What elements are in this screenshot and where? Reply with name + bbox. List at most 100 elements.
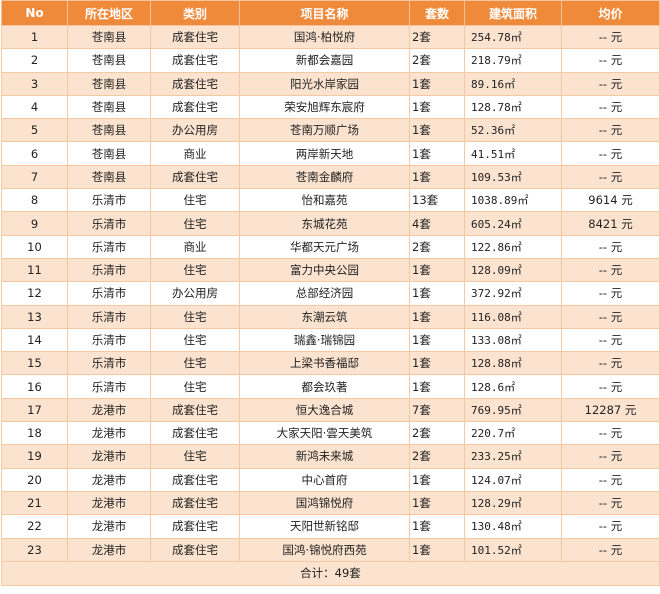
cell-region: 乐清市 xyxy=(67,351,151,376)
cell-area: 128.78㎡ xyxy=(464,94,562,120)
header-type: 类别 xyxy=(150,0,240,26)
table-row: 2 苍南县 成套住宅 新都会嘉园 2套 218.79㎡ -- 元 xyxy=(1,48,660,73)
cell-no: 7 xyxy=(1,164,68,190)
cell-area: 605.24㎡ xyxy=(464,211,562,236)
table-row: 17 龙港市 成套住宅 恒大逸合城 7套 769.95㎡ 12287 元 xyxy=(1,397,660,423)
cell-project: 富力中央公园 xyxy=(239,257,410,283)
cell-price: 9614 元 xyxy=(561,188,660,213)
table-row: 20 龙港市 成套住宅 中心首府 1套 124.07㎡ -- 元 xyxy=(1,467,660,492)
cell-units: 2套 xyxy=(409,421,465,446)
cell-no: 22 xyxy=(1,514,68,539)
cell-units: 1套 xyxy=(409,351,465,376)
cell-region: 苍南县 xyxy=(67,164,151,190)
header-price: 均价 xyxy=(561,0,660,26)
cell-no: 11 xyxy=(1,257,68,283)
cell-no: 3 xyxy=(1,71,68,96)
cell-price: -- 元 xyxy=(561,444,660,469)
cell-no: 18 xyxy=(1,421,68,446)
cell-region: 乐清市 xyxy=(67,304,151,329)
table-row: 13 乐清市 住宅 东潮云筑 1套 116.08㎡ -- 元 xyxy=(1,304,660,329)
cell-region: 苍南县 xyxy=(67,71,151,96)
cell-no: 16 xyxy=(1,374,68,399)
cell-type: 住宅 xyxy=(150,211,240,236)
cell-no: 15 xyxy=(1,351,68,376)
cell-type: 商业 xyxy=(150,234,240,259)
cell-project: 东潮云筑 xyxy=(239,304,410,329)
cell-area: 52.36㎡ xyxy=(464,118,562,143)
cell-price: -- 元 xyxy=(561,537,660,562)
cell-project: 阳光水岸家园 xyxy=(239,71,410,96)
cell-price: -- 元 xyxy=(561,164,660,190)
cell-units: 1套 xyxy=(409,118,465,143)
table-row: 6 苍南县 商业 两岸新天地 1套 41.51㎡ -- 元 xyxy=(1,141,660,166)
total-label: 合计：49套 xyxy=(1,560,660,586)
header-no: No xyxy=(1,0,68,26)
table-row: 5 苍南县 办公用房 苍南万顺广场 1套 52.36㎡ -- 元 xyxy=(1,118,660,143)
cell-area: 128.29㎡ xyxy=(464,490,562,516)
cell-price: -- 元 xyxy=(561,514,660,539)
table-row: 8 乐清市 住宅 怡和嘉苑 13套 1038.89㎡ 9614 元 xyxy=(1,188,660,213)
cell-region: 乐清市 xyxy=(67,327,151,353)
cell-project: 苍南金麟府 xyxy=(239,164,410,190)
cell-type: 办公用房 xyxy=(150,118,240,143)
cell-type: 成套住宅 xyxy=(150,397,240,423)
cell-type: 成套住宅 xyxy=(150,164,240,190)
table-row: 23 龙港市 成套住宅 国鸿·锦悦府西苑 1套 101.52㎡ -- 元 xyxy=(1,537,660,562)
cell-region: 龙港市 xyxy=(67,514,151,539)
header-area: 建筑面积 xyxy=(464,0,562,26)
cell-type: 住宅 xyxy=(150,327,240,353)
cell-region: 苍南县 xyxy=(67,141,151,166)
cell-units: 4套 xyxy=(409,211,465,236)
cell-area: 124.07㎡ xyxy=(464,467,562,492)
cell-area: 116.08㎡ xyxy=(464,304,562,329)
cell-type: 住宅 xyxy=(150,444,240,469)
table-row: 1 苍南县 成套住宅 国鸿·柏悦府 2套 254.78㎡ -- 元 xyxy=(1,24,660,50)
cell-project: 东城花苑 xyxy=(239,211,410,236)
cell-units: 1套 xyxy=(409,281,465,306)
cell-region: 龙港市 xyxy=(67,397,151,423)
cell-type: 成套住宅 xyxy=(150,94,240,120)
cell-no: 19 xyxy=(1,444,68,469)
cell-project: 新都会嘉园 xyxy=(239,48,410,73)
table-row: 10 乐清市 商业 华都天元广场 2套 122.86㎡ -- 元 xyxy=(1,234,660,259)
cell-price: -- 元 xyxy=(561,71,660,96)
cell-area: 122.86㎡ xyxy=(464,234,562,259)
cell-no: 10 xyxy=(1,234,68,259)
cell-area: 218.79㎡ xyxy=(464,48,562,73)
cell-project: 瑞鑫·瑞锦园 xyxy=(239,327,410,353)
cell-region: 苍南县 xyxy=(67,94,151,120)
cell-project: 国鸿锦悦府 xyxy=(239,490,410,516)
header-units: 套数 xyxy=(409,0,465,26)
table-row: 11 乐清市 住宅 富力中央公园 1套 128.09㎡ -- 元 xyxy=(1,257,660,283)
cell-region: 乐清市 xyxy=(67,281,151,306)
cell-project: 国鸿·锦悦府西苑 xyxy=(239,537,410,562)
cell-area: 101.52㎡ xyxy=(464,537,562,562)
cell-area: 769.95㎡ xyxy=(464,397,562,423)
cell-no: 14 xyxy=(1,327,68,353)
cell-project: 恒大逸合城 xyxy=(239,397,410,423)
cell-price: -- 元 xyxy=(561,257,660,283)
cell-project: 华都天元广场 xyxy=(239,234,410,259)
cell-units: 1套 xyxy=(409,327,465,353)
cell-type: 成套住宅 xyxy=(150,421,240,446)
cell-price: -- 元 xyxy=(561,327,660,353)
cell-region: 乐清市 xyxy=(67,234,151,259)
cell-area: 220.7㎡ xyxy=(464,421,562,446)
cell-area: 89.16㎡ xyxy=(464,71,562,96)
cell-region: 龙港市 xyxy=(67,444,151,469)
cell-units: 1套 xyxy=(409,514,465,539)
cell-price: -- 元 xyxy=(561,304,660,329)
cell-area: 372.92㎡ xyxy=(464,281,562,306)
cell-type: 住宅 xyxy=(150,304,240,329)
cell-area: 109.53㎡ xyxy=(464,164,562,190)
header-project: 项目名称 xyxy=(239,0,410,26)
table-row: 3 苍南县 成套住宅 阳光水岸家园 1套 89.16㎡ -- 元 xyxy=(1,71,660,96)
cell-price: -- 元 xyxy=(561,467,660,492)
cell-area: 254.78㎡ xyxy=(464,24,562,50)
cell-type: 住宅 xyxy=(150,374,240,399)
table-row: 19 龙港市 住宅 新鸿未来城 2套 233.25㎡ -- 元 xyxy=(1,444,660,469)
cell-units: 1套 xyxy=(409,71,465,96)
cell-project: 新鸿未来城 xyxy=(239,444,410,469)
cell-units: 1套 xyxy=(409,304,465,329)
cell-region: 乐清市 xyxy=(67,188,151,213)
